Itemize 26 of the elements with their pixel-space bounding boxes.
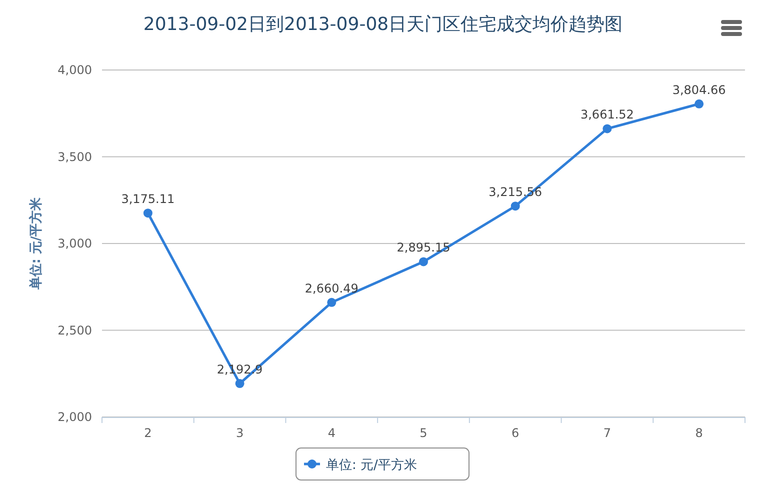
data-label: 3,804.66 [672, 82, 726, 97]
x-tick-label: 8 [695, 426, 703, 440]
point [419, 257, 428, 266]
x-tick-label: 4 [328, 426, 336, 440]
y-tick-label: 2,500 [58, 323, 92, 338]
y-axis-title: 单位: 元/平方米 [28, 196, 44, 291]
x-tick-label: 7 [603, 426, 612, 440]
point [694, 99, 704, 108]
data-label: 2,660.49 [304, 281, 358, 296]
y-tick-label: 3,000 [58, 236, 92, 250]
point [143, 208, 152, 218]
point [510, 202, 520, 211]
data-label: 3,661.52 [580, 108, 634, 122]
point [327, 298, 336, 307]
chart-title: 2013-09-02日到2013-09-08日天门区住宅成交均价趋势图 [143, 14, 623, 35]
x-tick-label: 2 [144, 426, 152, 440]
y-tick-label: 3,500 [58, 150, 92, 164]
y-tick-label: 4,000 [58, 63, 92, 77]
x-tick-label: 3 [236, 426, 244, 440]
data-label: 3,175.11 [121, 192, 175, 206]
point [602, 124, 612, 134]
point [235, 379, 244, 388]
x-tick-label: 6 [512, 426, 520, 440]
legend-label: 单位: 元/平方米 [326, 457, 417, 473]
y-tick-label: 2,000 [58, 410, 92, 424]
x-tick-label: 5 [420, 426, 428, 440]
